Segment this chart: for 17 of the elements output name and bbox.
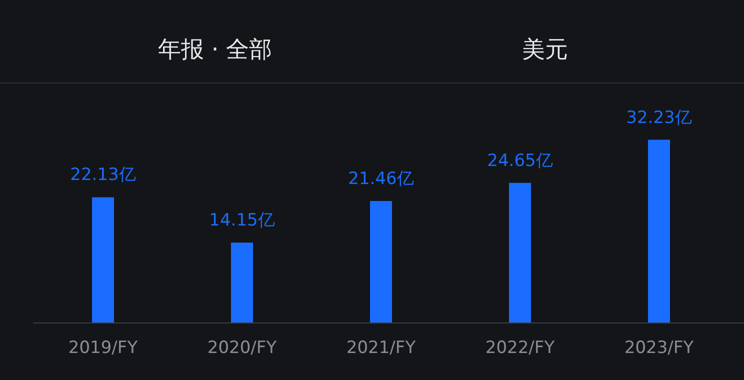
x-tick-label: 2022/FY [485,338,556,358]
data-label: 22.13亿 [70,165,136,186]
bar [370,201,392,323]
text: 美元 [522,37,568,63]
data-label: 32.23亿 [626,108,692,128]
x-tick-label: 2021/FY [346,338,416,358]
x-tick-label: 2019/FY [68,338,138,358]
data-label: 24.65亿 [487,150,553,171]
bar [231,242,253,323]
bar [92,197,114,323]
data-label: 21.46亿 [348,169,414,190]
bar [509,182,531,323]
x-tick-label: 2023/FY [624,338,694,358]
text: 年报 · 全部 [158,37,272,63]
x-tick-label: 2020/FY [207,338,278,358]
bar [648,140,670,323]
data-label: 14.15亿 [209,210,275,231]
